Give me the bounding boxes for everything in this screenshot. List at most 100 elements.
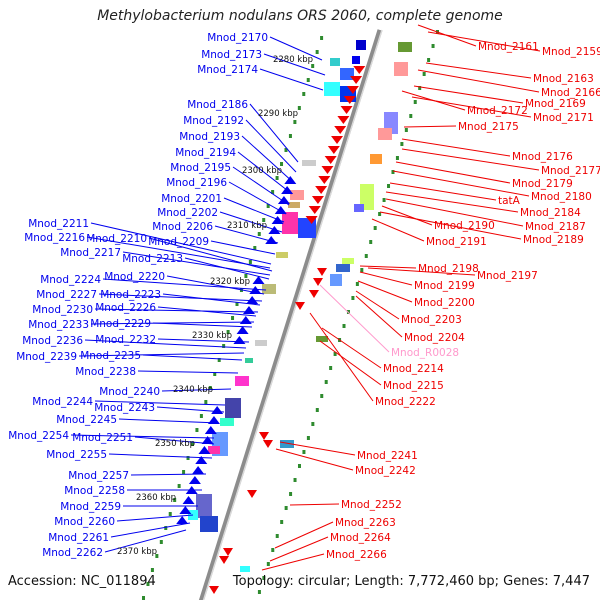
gene-label[interactable]: Mnod_2206 bbox=[152, 221, 213, 233]
gene-label[interactable]: Mnod_2261 bbox=[48, 532, 109, 544]
leader-line bbox=[389, 182, 497, 201]
gene-label[interactable]: Mnod_2260 bbox=[54, 516, 115, 528]
gene-label[interactable]: Mnod_2244 bbox=[32, 396, 93, 408]
gene-label[interactable]: Mnod_2159 bbox=[542, 46, 600, 58]
gene-label[interactable]: Mnod_2217 bbox=[60, 247, 121, 259]
gene-label[interactable]: Mnod_2226 bbox=[95, 302, 156, 314]
gene-feature-block bbox=[330, 58, 340, 66]
tick-dot bbox=[275, 176, 279, 180]
gene-label[interactable]: Mnod_2202 bbox=[157, 207, 218, 219]
gene-label[interactable]: Mnod_2172 bbox=[467, 105, 528, 117]
gene-label[interactable]: Mnod_2193 bbox=[179, 131, 240, 143]
gene-label[interactable]: Mnod_2200 bbox=[414, 297, 475, 309]
gene-label[interactable]: Mnod_2236 bbox=[22, 335, 83, 347]
gene-label[interactable]: Mnod_2211 bbox=[28, 218, 89, 230]
gene-feature-block bbox=[324, 82, 340, 96]
gene-label[interactable]: Mnod_2241 bbox=[357, 450, 418, 462]
leader-line bbox=[289, 503, 340, 506]
gene-label[interactable]: Mnod_2233 bbox=[28, 319, 89, 331]
gene-label[interactable]: Mnod_2222 bbox=[375, 396, 436, 408]
gene-label[interactable]: Mnod_2262 bbox=[42, 547, 103, 559]
gene-label[interactable]: Mnod_2195 bbox=[170, 162, 231, 174]
gene-label[interactable]: Mnod_2255 bbox=[46, 449, 107, 461]
gene-label[interactable]: Mnod_2263 bbox=[335, 517, 396, 529]
gene-label[interactable]: tatA bbox=[498, 195, 521, 207]
gene-feature-block bbox=[342, 258, 354, 264]
gene-label[interactable]: Mnod_2169 bbox=[525, 98, 586, 110]
gene-label[interactable]: Mnod_2203 bbox=[401, 314, 462, 326]
gene-label[interactable]: Mnod_2214 bbox=[383, 363, 444, 375]
gene-label[interactable]: Mnod_2204 bbox=[404, 332, 465, 344]
gene-feature-block bbox=[340, 68, 354, 80]
gene-arrow bbox=[331, 136, 344, 144]
accession-text: Accession: NC_011894 bbox=[8, 574, 156, 589]
gene-label[interactable]: Mnod_2223 bbox=[100, 289, 161, 301]
gene-label[interactable]: Mnod_2232 bbox=[95, 334, 156, 346]
gene-label[interactable]: Mnod_2243 bbox=[94, 402, 155, 414]
gene-label[interactable]: Mnod_2171 bbox=[533, 112, 594, 124]
gene-label[interactable]: Mnod_2180 bbox=[531, 191, 592, 203]
gene-label[interactable]: Mnod_2213 bbox=[122, 253, 183, 265]
leader-line bbox=[70, 434, 215, 439]
gene-arrow bbox=[295, 302, 305, 310]
gene-label[interactable]: Mnod_2240 bbox=[99, 386, 160, 398]
gene-label[interactable]: Mnod_2179 bbox=[512, 178, 573, 190]
gene-label[interactable]: Mnod_2177 bbox=[541, 165, 600, 177]
gene-label[interactable]: Mnod_2186 bbox=[187, 99, 248, 111]
gene-label[interactable]: Mnod_2229 bbox=[90, 318, 151, 330]
gene-label[interactable]: Mnod_2266 bbox=[326, 549, 387, 561]
gene-label[interactable]: Mnod_2216 bbox=[24, 232, 85, 244]
gene-label[interactable]: Mnod_2189 bbox=[523, 234, 584, 246]
gene-label[interactable]: Mnod_2259 bbox=[60, 501, 121, 513]
gene-arrow bbox=[179, 506, 192, 514]
gene-label[interactable]: Mnod_2238 bbox=[75, 366, 136, 378]
gene-label[interactable]: Mnod_2196 bbox=[166, 177, 227, 189]
gene-label[interactable]: Mnod_2252 bbox=[341, 499, 402, 511]
gene-label[interactable]: Mnod_2175 bbox=[458, 121, 519, 133]
gene-label[interactable]: Mnod_2197 bbox=[477, 270, 538, 282]
gene-label[interactable]: Mnod_2176 bbox=[512, 151, 573, 163]
gene-label[interactable]: Mnod_2187 bbox=[525, 221, 586, 233]
leader-line bbox=[392, 170, 530, 197]
gene-label[interactable]: Mnod_2254 bbox=[8, 430, 69, 442]
gene-label[interactable]: Mnod_2170 bbox=[207, 32, 268, 44]
gene-label[interactable]: Mnod_2173 bbox=[201, 49, 262, 61]
gene-label[interactable]: Mnod_2198 bbox=[418, 263, 479, 275]
gene-label[interactable]: Mnod_2242 bbox=[355, 465, 416, 477]
gene-label[interactable]: Mnod_2257 bbox=[68, 470, 129, 482]
gene-label[interactable]: Mnod_2251 bbox=[72, 432, 133, 444]
gene-feature-block bbox=[330, 274, 342, 286]
gene-label[interactable]: Mnod_2230 bbox=[32, 304, 93, 316]
gene-label[interactable]: Mnod_2166 bbox=[541, 87, 600, 99]
topology-text: Topology: circular; Length: 7,772,460 bp… bbox=[232, 574, 590, 589]
gene-label[interactable]: Mnod_2258 bbox=[64, 485, 125, 497]
gene-label[interactable]: Mnod_2174 bbox=[197, 64, 258, 76]
gene-label[interactable]: Mnod_2191 bbox=[426, 236, 487, 248]
gene-label[interactable]: Mnod_2209 bbox=[148, 236, 209, 248]
leader-line bbox=[110, 522, 191, 538]
gene-arrow bbox=[209, 586, 219, 594]
gene-label[interactable]: Mnod_2210 bbox=[86, 233, 147, 245]
leader-line bbox=[108, 453, 213, 459]
gene-label[interactable]: Mnod_2245 bbox=[56, 414, 117, 426]
gene-label[interactable]: Mnod_2201 bbox=[161, 193, 222, 205]
gene-label[interactable]: Mnod_2239 bbox=[16, 351, 77, 363]
gene-label[interactable]: Mnod_2220 bbox=[104, 271, 165, 283]
leader-line bbox=[355, 295, 403, 338]
gene-label[interactable]: Mnod_2161 bbox=[478, 41, 539, 53]
leader-line bbox=[161, 388, 232, 392]
gene-label[interactable]: Mnod_2199 bbox=[414, 280, 475, 292]
gene-arrow bbox=[182, 496, 195, 504]
gene-label[interactable]: Mnod_2235 bbox=[80, 350, 141, 362]
gene-label[interactable]: Mnod_2194 bbox=[175, 147, 236, 159]
gene-label[interactable]: Mnod_2192 bbox=[183, 115, 244, 127]
leader-line bbox=[94, 400, 226, 406]
gene-label[interactable]: Mnod_2163 bbox=[533, 73, 594, 85]
gene-label[interactable]: Mnod_2227 bbox=[36, 289, 97, 301]
gene-label[interactable]: Mnod_2190 bbox=[434, 220, 495, 232]
gene-label[interactable]: Mnod_2264 bbox=[330, 532, 391, 544]
gene-label[interactable]: Mnod_2184 bbox=[520, 207, 581, 219]
rna-gene-label[interactable]: Mnod_R0028 bbox=[391, 347, 459, 359]
gene-label[interactable]: Mnod_2224 bbox=[40, 274, 101, 286]
gene-label[interactable]: Mnod_2215 bbox=[383, 380, 444, 392]
